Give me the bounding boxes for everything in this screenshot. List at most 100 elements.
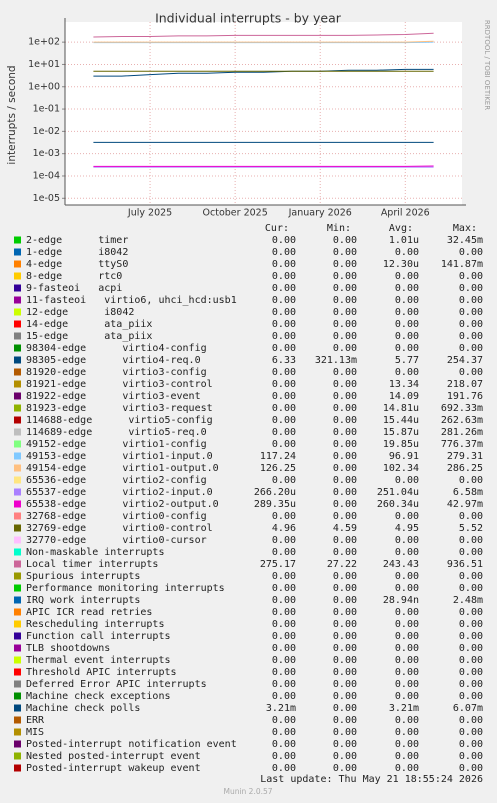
legend-min: 0.00 <box>333 631 357 642</box>
legend-cur: 0.00 <box>272 727 296 738</box>
legend-cur: 0.00 <box>272 655 296 666</box>
legend-max: 0.00 <box>459 751 483 762</box>
legend-max: 262.63m <box>441 415 483 426</box>
legend-min: 0.00 <box>333 607 357 618</box>
legend-swatch <box>14 572 21 580</box>
legend-min: 0.00 <box>333 667 357 678</box>
legend-swatch <box>14 716 21 724</box>
legend-avg: 96.91 <box>389 451 419 462</box>
legend-avg: 0.00 <box>395 535 419 546</box>
legend-swatch <box>14 320 21 328</box>
legend-min: 0.00 <box>333 727 357 738</box>
legend-label: 8-edge rtc0 <box>26 271 122 282</box>
legend-cur: 0.00 <box>272 475 296 486</box>
legend-min: 0.00 <box>333 619 357 630</box>
legend-max: 218.07 <box>447 379 483 390</box>
legend-cur: 0.00 <box>272 619 296 630</box>
legend-max: 776.37m <box>441 439 483 450</box>
legend-cur: 0.00 <box>272 535 296 546</box>
legend-label: Machine check exceptions <box>26 691 171 702</box>
legend-swatch <box>14 728 21 736</box>
legend-swatch <box>14 344 21 352</box>
legend-cur: 0.00 <box>272 391 296 402</box>
watermark: RRDTOOL / TOBI OETIKER <box>483 20 491 110</box>
legend-avg: 0.00 <box>395 271 419 282</box>
legend-min: 321.13m <box>315 355 357 366</box>
legend-cur: 0.00 <box>272 295 296 306</box>
legend-cur: 0.00 <box>272 691 296 702</box>
legend-label: TLB shootdowns <box>26 643 110 654</box>
series-line <box>93 68 434 77</box>
legend-avg: 15.87u <box>383 427 419 438</box>
legend-cur: 0.00 <box>272 679 296 690</box>
legend-label: 81921-edge virtio3-control <box>26 379 213 390</box>
legend-label: 1-edge i8042 <box>26 247 128 258</box>
legend-cur: 0.00 <box>272 739 296 750</box>
x-tick-label: July 2025 <box>127 208 172 219</box>
legend-swatch <box>14 332 21 340</box>
legend-max: 0.00 <box>459 307 483 318</box>
legend-cur: 0.00 <box>272 511 296 522</box>
legend-cur: 0.00 <box>272 415 296 426</box>
legend-cur: 0.00 <box>272 247 296 258</box>
legend-cur: 0.00 <box>272 235 296 246</box>
legend-cur: 0.00 <box>272 271 296 282</box>
legend-min: 0.00 <box>333 259 357 270</box>
legend-label: Deferred Error APIC interrupts <box>26 679 207 690</box>
legend-max: 0.00 <box>459 691 483 702</box>
legend-avg: 14.09 <box>389 391 419 402</box>
legend-label: 32768-edge virtio0-config <box>26 511 207 522</box>
legend-cur: 0.00 <box>272 307 296 318</box>
legend-avg: 251.04u <box>377 487 419 498</box>
legend-label: APIC ICR read retries <box>26 607 152 618</box>
legend-cur: 0.00 <box>272 715 296 726</box>
legend-swatch <box>14 740 21 748</box>
legend-swatch <box>14 560 21 568</box>
legend-label: 98304-edge virtio4-config <box>26 343 207 354</box>
legend-swatch <box>14 404 21 412</box>
legend-swatch <box>14 488 21 496</box>
legend-cur: 0.00 <box>272 667 296 678</box>
legend-min: 0.00 <box>333 763 357 774</box>
legend-min: 0.00 <box>333 475 357 486</box>
legend-min: 0.00 <box>333 295 357 306</box>
legend-avg: 0.00 <box>395 547 419 558</box>
legend-min: 0.00 <box>333 535 357 546</box>
legend-avg: 0.00 <box>395 619 419 630</box>
legend-min: 0.00 <box>333 307 357 318</box>
column-header: Max: <box>453 223 477 234</box>
legend-cur: 4.96 <box>272 523 296 534</box>
legend-label: Posted-interrupt notification event <box>26 739 237 750</box>
legend-min: 0.00 <box>333 403 357 414</box>
legend-max: 0.00 <box>459 319 483 330</box>
legend-avg: 0.00 <box>395 343 419 354</box>
legend-min: 0.00 <box>333 427 357 438</box>
legend-swatch <box>14 692 21 700</box>
legend-max: 32.45m <box>447 235 483 246</box>
legend-avg: 0.00 <box>395 607 419 618</box>
legend-max: 281.26m <box>441 427 483 438</box>
legend-avg: 0.00 <box>395 655 419 666</box>
legend-min: 0.00 <box>333 547 357 558</box>
legend-cur: 0.00 <box>272 583 296 594</box>
legend-max: 0.00 <box>459 547 483 558</box>
legend-label: 98305-edge virtio4-req.0 <box>26 355 201 366</box>
legend-label: Machine check polls <box>26 703 140 714</box>
legend-swatch <box>14 752 21 760</box>
legend-min: 0.00 <box>333 703 357 714</box>
legend-max: 0.00 <box>459 331 483 342</box>
legend-min: 0.00 <box>333 367 357 378</box>
legend-cur: 0.00 <box>272 571 296 582</box>
legend-cur: 275.17 <box>260 559 296 570</box>
legend-min: 0.00 <box>333 571 357 582</box>
legend-min: 0.00 <box>333 739 357 750</box>
legend-label: Threshold APIC interrupts <box>26 667 177 678</box>
legend-min: 0.00 <box>333 499 357 510</box>
legend-swatch <box>14 596 21 604</box>
legend-min: 0.00 <box>333 451 357 462</box>
legend-min: 0.00 <box>333 655 357 666</box>
legend-label: Function call interrupts <box>26 631 171 642</box>
legend-cur: 3.21m <box>266 703 296 714</box>
legend-swatch <box>14 248 21 256</box>
